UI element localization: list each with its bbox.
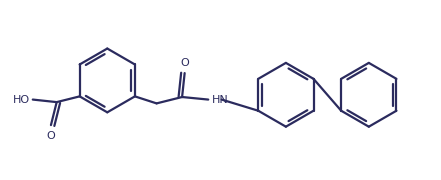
Text: HO: HO [13, 94, 30, 105]
Text: HN: HN [211, 94, 228, 105]
Text: O: O [47, 131, 55, 141]
Text: O: O [180, 58, 189, 68]
